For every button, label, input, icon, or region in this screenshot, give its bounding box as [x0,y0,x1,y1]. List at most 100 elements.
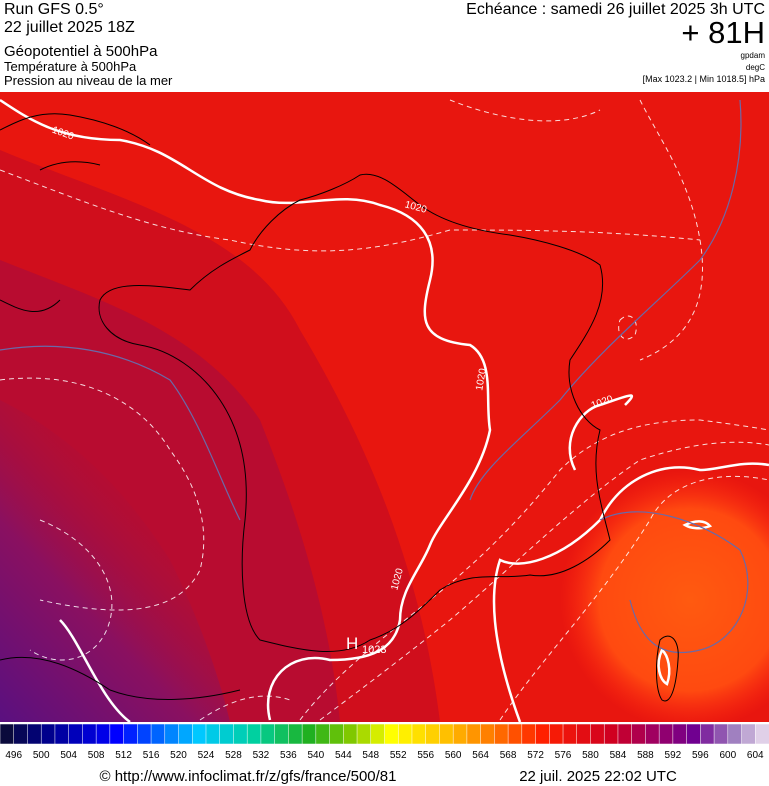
high-marker: H [346,634,358,653]
colorbar-swatch [411,723,427,745]
colorbar-swatch [562,723,578,745]
colorbar-swatch [755,723,769,745]
colorbar-label: 528 [225,750,242,761]
colorbar-swatch [123,723,138,745]
colorbar-swatch [68,723,83,745]
contours [0,99,749,654]
colorbar-label: 596 [692,750,709,761]
colorbar-swatch [576,723,592,745]
colorbar-label: 560 [445,750,462,761]
colorbar-swatch [617,723,633,745]
colorbar-label: 544 [335,750,352,761]
colorbar-label: 512 [115,750,132,761]
colorbar-label: 604 [747,750,764,761]
colorbar-swatch [494,723,509,745]
colorbar-swatch [0,723,15,745]
colorbar-label: 516 [143,750,160,761]
warm-zone [560,470,769,722]
colorbar-swatch [631,723,646,745]
isotherms [0,99,769,721]
isobars [0,98,769,722]
colorbar-swatch [549,723,564,745]
colorbar-swatch [288,723,303,745]
colorbar-label: 580 [582,750,599,761]
colorbar-swatch [27,723,42,745]
isobar-label: 1020 [474,367,489,391]
colorbar-swatch [603,723,619,745]
colorbar-swatch [439,723,454,745]
temp-zone [0,400,230,722]
colorbar-swatch [397,723,413,745]
colorbar-label: 532 [253,750,270,761]
colorbar-swatch [727,723,743,745]
colorbar-label: 524 [198,750,215,761]
colorbar-swatch [233,723,248,745]
source-url: © http://www.infoclimat.fr/z/gfs/france/… [99,768,396,785]
colorbar-swatch [741,723,756,745]
colorbar-swatch [205,723,221,745]
colorbar-label: 576 [555,750,572,761]
colorbar-swatch [535,723,550,745]
issue-date: 22 juil. 2025 22:02 UTC [519,768,677,785]
colorbar-swatch [343,723,358,745]
colorbar-swatch [645,723,660,745]
colorbar-swatch [82,723,97,745]
layer-temperature: Température à 500hPa [4,59,137,74]
colorbar-label: 556 [417,750,434,761]
colorbar-label: 504 [60,750,77,761]
run-title: Run GFS 0.5° [4,1,104,18]
colorbar-label: 588 [637,750,654,761]
colorbar-swatch [95,723,111,745]
colorbar-label: 600 [719,750,736,761]
layer-geopotential: Géopotentiel à 500hPa [4,43,158,60]
colorbar-swatch [13,723,29,745]
high-value: 1023 [362,644,386,656]
colorbar-swatch [658,723,674,745]
colorbar-swatch [507,723,523,745]
colorbar-swatch [150,723,166,745]
run-date: 22 juillet 2025 18Z [4,19,135,36]
colorbar-label: 500 [33,750,50,761]
colorbar-swatch [590,723,605,745]
colorbar-label: 568 [500,750,517,761]
colorbar-swatch [192,723,207,745]
colorbar-swatch [466,723,482,745]
colorbar-swatch [425,723,440,745]
colorbar-swatch [329,723,344,745]
colorbar-swatch [164,723,180,745]
pressure-range: [Max 1023.2 | Min 1018.5] hPa [643,74,765,84]
colorbar-swatch [274,723,289,745]
colorbar-swatch [452,723,468,745]
colorbar-label: 584 [610,750,627,761]
colorbar-swatch [40,723,56,745]
colorbar-swatch [356,723,372,745]
colorbar-swatch [521,723,537,745]
colorbar-swatch [54,723,70,745]
colorbar-swatch [700,723,715,745]
colorbar-swatch [480,723,495,745]
colorbar-swatch [686,723,701,745]
colorbar-swatch [219,723,234,745]
colorbar-swatch [315,723,331,745]
colorbar-label: 592 [665,750,682,761]
colorbar-swatch [260,723,276,745]
colorbar-swatch [713,723,729,745]
coastline [0,113,679,702]
colorbar-label: 520 [170,750,187,761]
colorbar-swatch [246,723,262,745]
colorbar-label: 508 [88,750,105,761]
colorbar-swatch [137,723,152,745]
colorbar-swatch [672,723,688,745]
colorbar-label: 496 [5,750,22,761]
colorbar-label: 540 [307,750,324,761]
unit: degC [746,63,765,72]
forecast-time: Echéance : samedi 26 juillet 2025 3h UTC [466,1,765,18]
colorbar-label: 564 [472,750,489,761]
colorbar-swatch [384,723,399,745]
colorbar-label: 536 [280,750,297,761]
layer-pressure: Pression au niveau de la mer [4,73,173,88]
colorbar-label: 572 [527,750,544,761]
map [0,92,769,722]
colorbar-label: 548 [362,750,379,761]
